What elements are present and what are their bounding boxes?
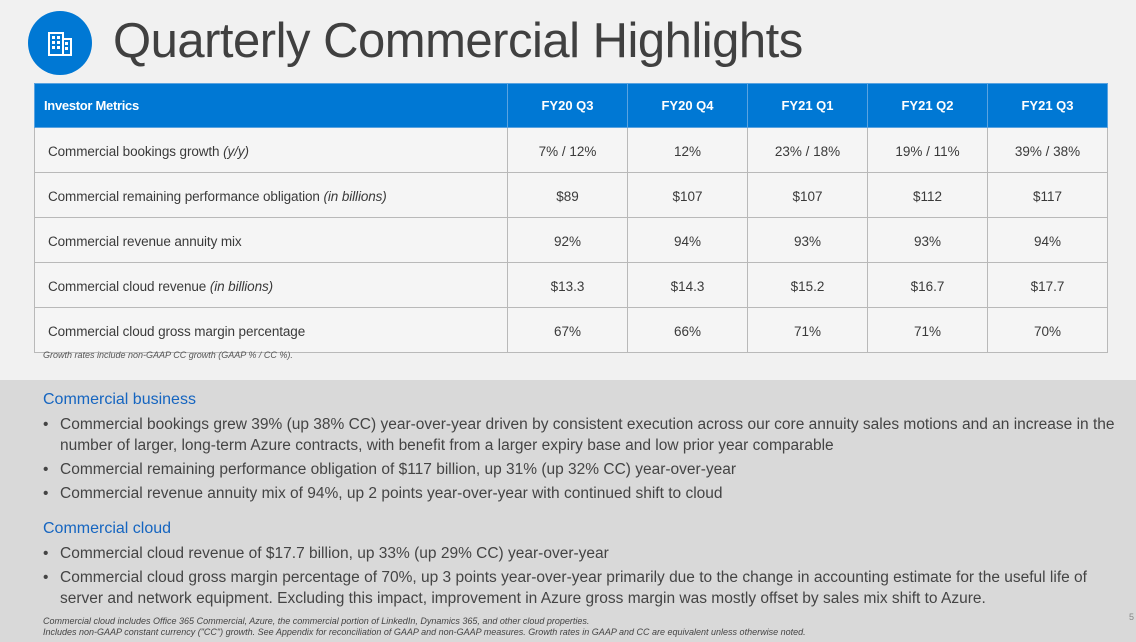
row-label: Commercial cloud gross margin percentage: [34, 307, 508, 353]
table-cell: 66%: [627, 307, 748, 353]
table-cell: $13.3: [507, 262, 628, 308]
bullet-list-commercial-cloud: Commercial cloud revenue of $17.7 billio…: [43, 543, 1133, 612]
row-label-note: (in billions): [323, 188, 387, 204]
table-header-row: Investor Metrics FY20 Q3 FY20 Q4 FY21 Q1 FY2…: [34, 83, 1108, 128]
table-cell: 7% / 12%: [507, 127, 628, 173]
list-item: Commercial bookings grew 39% (up 38% CC)…: [43, 414, 1133, 456]
table-cell: 93%: [747, 217, 868, 263]
list-item: Commercial revenue annuity mix of 94%, u…: [43, 483, 1133, 504]
table-cell: $15.2: [747, 262, 868, 308]
table-footnote: Growth rates include non-GAAP CC growth …: [43, 350, 293, 360]
row-label: Commercial bookings growth (y/y): [34, 127, 508, 173]
row-label: Commercial cloud revenue (in billions): [34, 262, 508, 308]
table-cell: 93%: [867, 217, 988, 263]
section-heading-commercial-cloud: Commercial cloud: [43, 520, 172, 537]
table-body: Commercial bookings growth (y/y) 7% / 12%…: [34, 127, 1108, 353]
table-cell: $17.7: [987, 262, 1108, 308]
bullet-list-commercial-business: Commercial bookings grew 39% (up 38% CC)…: [43, 414, 1133, 507]
table-row: Commercial remaining performance obligat…: [34, 172, 1108, 218]
column-header-quarter: FY20 Q3: [507, 83, 628, 128]
row-label-text: Commercial cloud revenue: [48, 278, 207, 294]
table-row: Commercial bookings growth (y/y) 7% / 12%…: [34, 127, 1108, 173]
column-header-metric: Investor Metrics: [34, 83, 508, 128]
row-label-note: (in billions): [209, 278, 274, 294]
list-item: Commercial cloud gross margin percentage…: [43, 567, 1133, 609]
list-item: Commercial remaining performance obligat…: [43, 459, 1133, 480]
table-cell: $117: [987, 172, 1108, 218]
table-cell: 19% / 11%: [867, 127, 988, 173]
table-row: Commercial cloud gross margin percentage…: [34, 307, 1108, 353]
footnote-cloud-definition: Commercial cloud includes Office 365 Com…: [43, 616, 590, 626]
table-cell: 92%: [507, 217, 628, 263]
table-cell: $14.3: [627, 262, 748, 308]
table-cell: 12%: [627, 127, 748, 173]
table-row: Commercial cloud revenue (in billions) $1…: [34, 262, 1108, 308]
row-label-text: Commercial remaining performance obligat…: [48, 188, 320, 204]
row-label-text: Commercial cloud gross margin percentage: [48, 323, 306, 339]
table-cell: $89: [507, 172, 628, 218]
table-cell: 67%: [507, 307, 628, 353]
table-cell: $112: [867, 172, 988, 218]
section-heading-commercial-business: Commercial business: [43, 391, 196, 408]
table-cell: $16.7: [867, 262, 988, 308]
table-cell: 39% / 38%: [987, 127, 1108, 173]
table-cell: $107: [627, 172, 748, 218]
table-cell: $107: [747, 172, 868, 218]
page-number: 5: [1128, 612, 1134, 622]
table-cell: 23% / 18%: [747, 127, 868, 173]
row-label: Commercial revenue annuity mix: [34, 217, 508, 263]
column-header-quarter: FY21 Q1: [747, 83, 868, 128]
row-label-note: (y/y): [223, 143, 249, 159]
table-cell: 71%: [747, 307, 868, 353]
footnote-non-gaap: Includes non-GAAP constant currency ("CC…: [43, 627, 806, 637]
row-label-text: Commercial bookings growth: [48, 143, 220, 159]
column-header-quarter: FY21 Q3: [987, 83, 1108, 128]
building-icon: [28, 11, 92, 75]
table-row: Commercial revenue annuity mix 92% 94% 93% 9…: [34, 217, 1108, 263]
investor-metrics-table: Investor Metrics FY20 Q3 FY20 Q4 FY21 Q1 FY2…: [34, 83, 1108, 353]
column-header-quarter: FY20 Q4: [627, 83, 748, 128]
table-cell: 70%: [987, 307, 1108, 353]
list-item: Commercial cloud revenue of $17.7 billio…: [43, 543, 1133, 564]
table-cell: 94%: [987, 217, 1108, 263]
row-label-text: Commercial revenue annuity mix: [48, 233, 242, 249]
bottom-footnotes: Commercial cloud includes Office 365 Com…: [43, 616, 806, 638]
table-cell: 71%: [867, 307, 988, 353]
column-header-quarter: FY21 Q2: [867, 83, 988, 128]
page-title: Quarterly Commercial Highlights: [113, 14, 803, 68]
table-cell: 94%: [627, 217, 748, 263]
row-label: Commercial remaining performance obligat…: [34, 172, 508, 218]
